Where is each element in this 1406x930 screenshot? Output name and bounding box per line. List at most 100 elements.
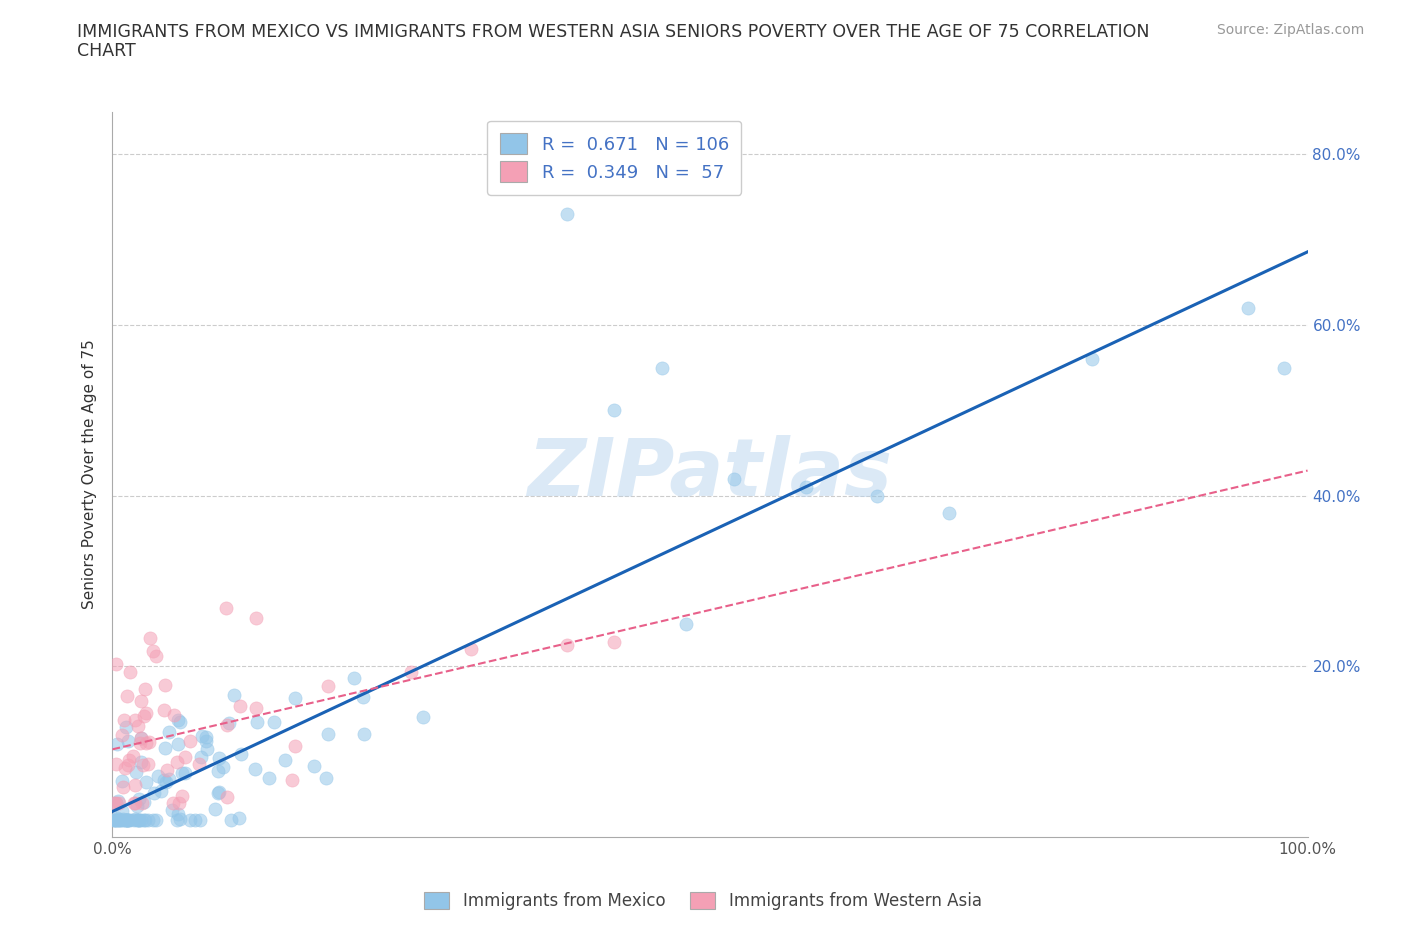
Point [343,671,366,685]
Point [129,813,152,828]
Point [167,713,190,728]
Point [110,804,132,819]
Point [136,756,159,771]
Point [104,757,127,772]
Point [603,634,626,649]
Point [222,687,245,702]
Point [352,690,374,705]
Point [135,736,157,751]
Point [143,786,166,801]
Point [207,764,229,778]
Point [157,724,180,739]
Point [103,813,125,828]
Point [1081,352,1104,366]
Point [117,757,139,772]
Point [153,740,176,755]
Point [172,765,194,780]
Y-axis label: Seniors Poverty Over the Age of 75: Seniors Poverty Over the Age of 75 [82,339,97,609]
Point [112,811,135,826]
Point [195,734,218,749]
Point [163,708,186,723]
Point [105,813,128,828]
Point [866,488,889,503]
Point [105,795,128,810]
Point [150,783,173,798]
Point [281,773,304,788]
Point [124,777,146,792]
Point [118,752,141,767]
Point [555,637,578,652]
Point [157,772,180,787]
Point [127,813,149,828]
Point [188,756,211,771]
Point [284,690,307,705]
Point [228,810,250,825]
Point [219,813,242,828]
Point [107,793,129,808]
Point [245,700,267,715]
Point [115,720,138,735]
Point [167,806,190,821]
Point [108,813,131,828]
Point [120,665,142,680]
Point [115,813,138,828]
Point [195,729,218,744]
Point [229,698,252,713]
Point [129,754,152,769]
Point [155,775,177,790]
Point [651,360,673,375]
Point [114,813,136,828]
Point [104,813,127,828]
Point [104,795,127,810]
Point [353,726,375,741]
Point [112,713,135,728]
Point [207,751,229,765]
Point [139,631,162,645]
Point [152,702,174,717]
Point [117,813,139,828]
Point [129,731,152,746]
Point [122,749,145,764]
Point [318,726,340,741]
Point [794,480,817,495]
Point [124,812,146,827]
Point [169,714,191,729]
Point [169,812,191,827]
Point [112,813,135,828]
Point [110,813,132,828]
Point [114,761,136,776]
Point [138,735,160,750]
Legend: R =  0.671   N = 106, R =  0.349   N =  57: R = 0.671 N = 106, R = 0.349 N = 57 [488,121,741,195]
Point [128,813,150,828]
Point [217,790,239,804]
Point [117,734,139,749]
Point [134,813,156,828]
Point [105,657,128,671]
Point [263,714,285,729]
Point [273,753,295,768]
Point [131,694,153,709]
Point [145,649,167,664]
Point [134,813,156,828]
Point [129,736,152,751]
Point [122,813,145,828]
Point [208,785,231,800]
Point [128,791,150,806]
Point [115,813,138,828]
Point [166,813,188,828]
Point [215,601,238,616]
Point [172,789,194,804]
Point [118,813,141,828]
Point [127,799,149,814]
Point [125,764,148,779]
Point [128,813,150,828]
Point [167,795,190,810]
Point [127,718,149,733]
Point [179,813,201,828]
Point [105,737,128,751]
Point [122,795,145,810]
Point [184,813,207,828]
Point [191,728,214,743]
Point [117,813,139,828]
Point [257,770,280,785]
